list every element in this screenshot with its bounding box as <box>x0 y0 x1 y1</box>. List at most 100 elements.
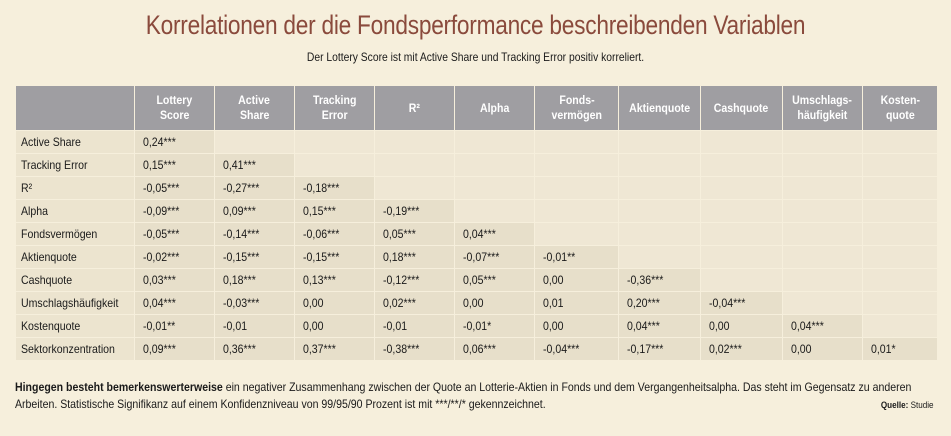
table-row: Kostenquote -0,01** -0,01 0,00 -0,01 -0,01* 0,… <box>15 314 938 338</box>
table-row: Active Share 0,24*** <box>15 130 938 154</box>
column-header: R² <box>374 85 455 131</box>
table-cell: -0,38*** <box>374 337 455 361</box>
table-cell: -0,36*** <box>618 268 701 292</box>
table-cell <box>534 176 619 200</box>
cell-value: 0,04*** <box>627 319 660 333</box>
table-cell <box>534 130 619 154</box>
table-cell <box>700 222 783 246</box>
table-cell: 0,04*** <box>134 291 215 315</box>
table-cell: -0,03*** <box>214 291 295 315</box>
cell-value: 0,20*** <box>627 296 660 310</box>
table-cell: -0,09*** <box>134 199 215 223</box>
column-header-line: vermögen <box>551 108 602 122</box>
column-header: Kosten-quote <box>862 85 938 131</box>
table-cell <box>862 222 938 246</box>
cell-value: -0,38*** <box>383 342 420 356</box>
cell-value: 0,04*** <box>791 319 824 333</box>
table-cell: -0,02*** <box>134 245 215 269</box>
cell-value: -0,14*** <box>223 227 260 241</box>
cell-value: 0,41*** <box>223 158 256 172</box>
source-value: Studie <box>911 400 934 410</box>
table-cell: 0,15*** <box>294 199 375 223</box>
table-cell: -0,15*** <box>294 245 375 269</box>
table-cell: 0,09*** <box>134 337 215 361</box>
table-cell: 0,09*** <box>214 199 295 223</box>
cell-value: 0,09*** <box>223 204 256 218</box>
table-cell: 0,00 <box>294 291 375 315</box>
column-header-line: Aktienquote <box>628 100 691 115</box>
cell-value: 0,15*** <box>303 204 336 218</box>
row-label: Sektorkonzentration <box>15 337 135 361</box>
table-cell: 0,02*** <box>374 291 455 315</box>
column-header-line: R² <box>408 100 421 115</box>
cell-value: -0,01* <box>463 319 492 333</box>
cell-value: 0,01* <box>871 342 896 356</box>
table-cell <box>700 199 783 223</box>
table-corner-cell <box>15 85 135 131</box>
table-cell: 0,18*** <box>374 245 455 269</box>
cell-value: 0,18*** <box>223 273 256 287</box>
correlation-table: Lottery Score Active Share Tracking Error R² Al… <box>15 85 938 361</box>
cell-value: 0,01 <box>543 296 564 310</box>
chart-title: Korrelationen der die Fondsperformance b… <box>145 10 806 40</box>
cell-value: -0,19*** <box>383 204 420 218</box>
table-cell: 0,15*** <box>134 153 215 177</box>
table-cell <box>700 268 783 292</box>
table-cell <box>782 176 863 200</box>
table-cell: 0,00 <box>534 314 619 338</box>
cell-value: 0,00 <box>463 296 484 310</box>
table-cell <box>862 314 938 338</box>
cell-value: 0,00 <box>303 319 324 333</box>
table-cell <box>618 222 701 246</box>
table-cell <box>700 176 783 200</box>
table-cell: 0,24*** <box>134 130 215 154</box>
table-cell <box>700 245 783 269</box>
table-cell <box>534 222 619 246</box>
cell-value: 0,04*** <box>463 227 496 241</box>
table-cell <box>454 199 535 223</box>
cell-value: -0,02*** <box>143 250 180 264</box>
table-cell: 0,18*** <box>214 268 295 292</box>
table-cell: -0,15*** <box>214 245 295 269</box>
cell-value: 0,24*** <box>143 135 176 149</box>
table-cell: -0,01** <box>134 314 215 338</box>
row-label-text: Cashquote <box>21 273 73 287</box>
table-cell: 0,03*** <box>134 268 215 292</box>
row-label: Tracking Error <box>15 153 135 177</box>
cell-value: 0,00 <box>709 319 730 333</box>
table-header-row: Lottery Score Active Share Tracking Error R² Al… <box>15 85 938 131</box>
column-header-line: Share <box>239 108 270 122</box>
table-cell <box>782 153 863 177</box>
table-cell <box>618 199 701 223</box>
table-row: R² -0,05*** -0,27*** -0,18*** <box>15 176 938 200</box>
table-cell <box>618 130 701 154</box>
table-cell <box>782 130 863 154</box>
table-cell <box>454 130 535 154</box>
row-label: Kostenquote <box>15 314 135 338</box>
table-cell: -0,14*** <box>214 222 295 246</box>
table-row: Aktienquote -0,02*** -0,15*** -0,15*** 0,18*… <box>15 245 938 269</box>
cell-value: 0,15*** <box>143 158 176 172</box>
column-header-line: Lottery <box>156 93 193 107</box>
cell-value: -0,12*** <box>383 273 420 287</box>
column-header-line: Alpha <box>479 100 510 115</box>
table-cell <box>782 199 863 223</box>
table-cell: -0,05*** <box>134 176 215 200</box>
cell-value: -0,15*** <box>223 250 260 264</box>
table-cell: 0,04*** <box>782 314 863 338</box>
table-cell: -0,07*** <box>454 245 535 269</box>
table-cell: 0,00 <box>294 314 375 338</box>
row-label-text: Aktienquote <box>21 250 77 264</box>
table-cell: -0,12*** <box>374 268 455 292</box>
table-cell: -0,01 <box>214 314 295 338</box>
table-cell: 0,05*** <box>374 222 455 246</box>
column-header-line: Kosten- <box>880 93 920 107</box>
table-row: Sektorkonzentration 0,09*** 0,36*** 0,37***… <box>15 337 938 361</box>
table-cell: -0,19*** <box>374 199 455 223</box>
column-header: Active Share <box>214 85 295 131</box>
table-cell <box>374 130 455 154</box>
table-cell <box>618 176 701 200</box>
table-row: Umschlagshäufigkeit 0,04*** -0,03*** 0,00 0,… <box>15 291 938 315</box>
cell-value: -0,01** <box>543 250 576 264</box>
table-cell: 0,20*** <box>618 291 701 315</box>
